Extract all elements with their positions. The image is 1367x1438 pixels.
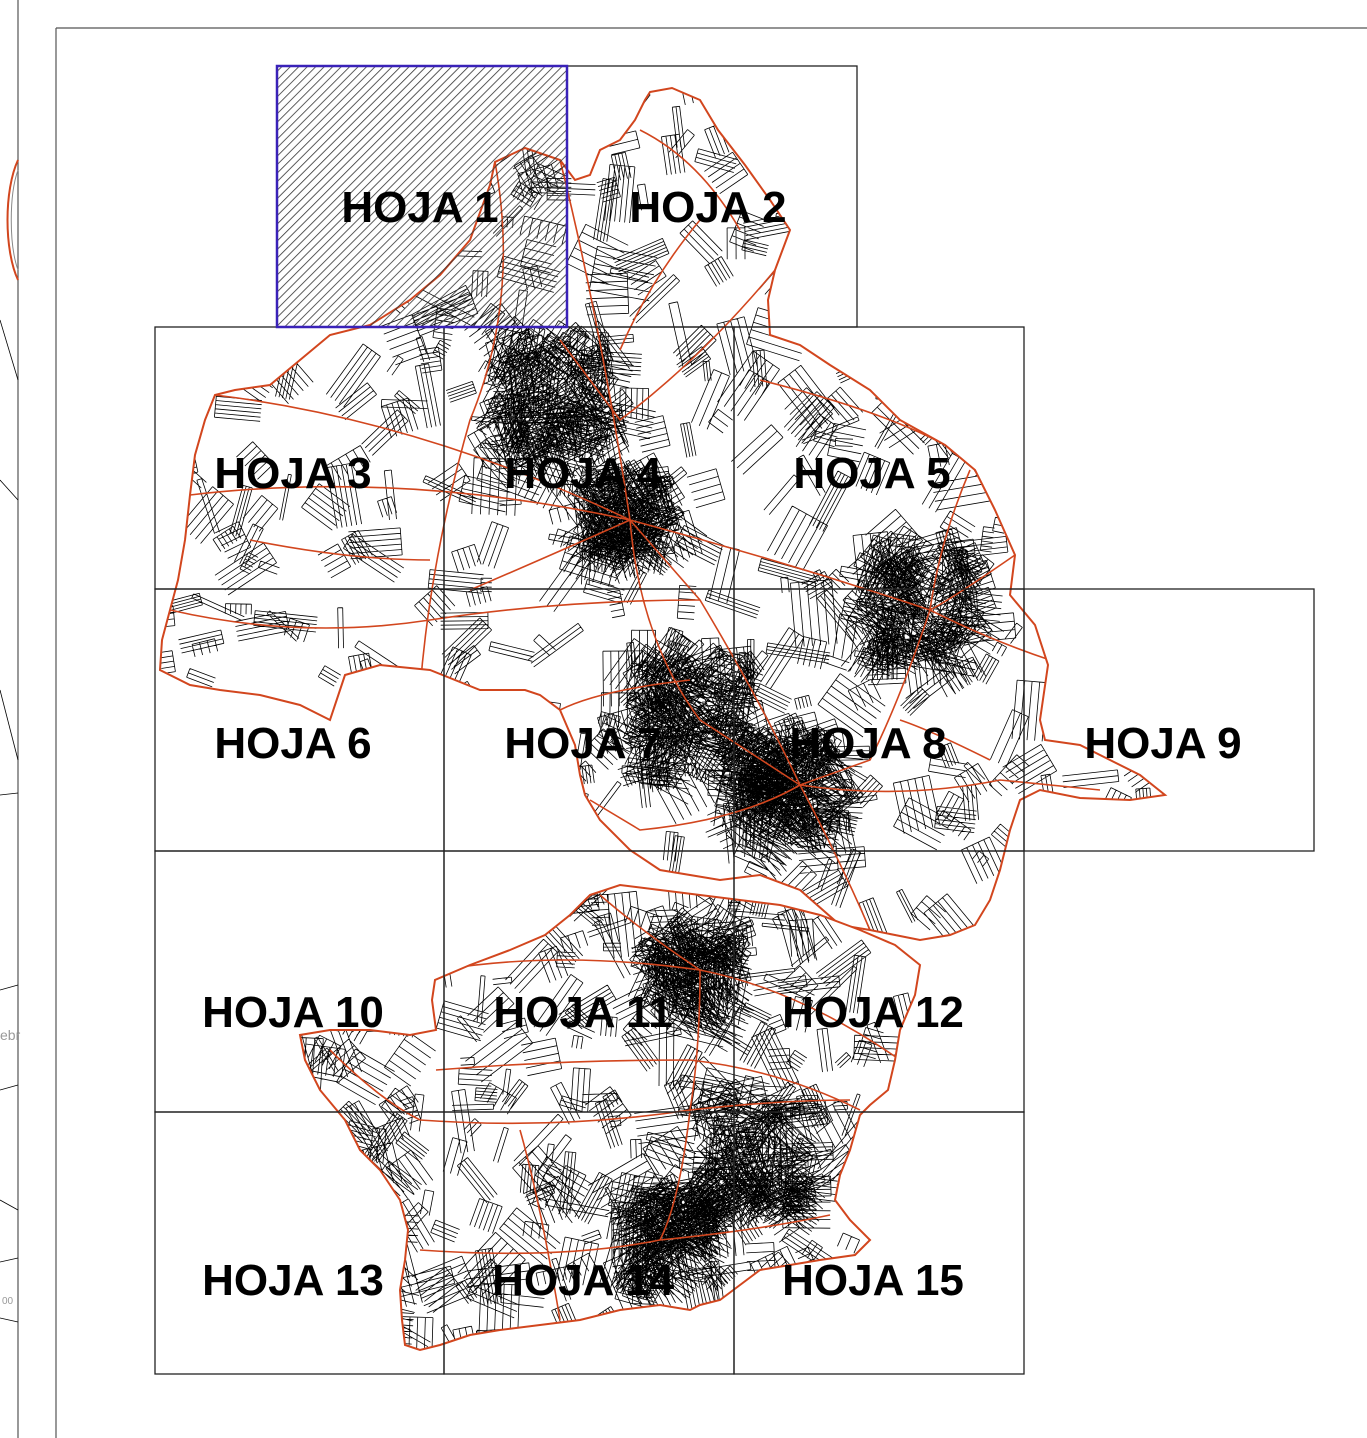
sheet-grid xyxy=(154,65,1315,1375)
adjacent-drawing-fragment: ebr 00 xyxy=(0,159,21,1323)
sheet-label-2[interactable]: HOJA 2 xyxy=(629,183,786,232)
sheet-labels: HOJA 1 HOJA 2 HOJA 3 HOJA 4 HOJA 5 HOJA … xyxy=(202,183,1242,1305)
sheet-label-1[interactable]: HOJA 1 xyxy=(341,183,498,232)
sheet-label-14[interactable]: HOJA 14 xyxy=(492,1256,674,1305)
sheet-label-6[interactable]: HOJA 6 xyxy=(214,719,371,768)
selected-sheet-highlight[interactable] xyxy=(275,64,569,329)
sheet-label-11[interactable]: HOJA 11 xyxy=(493,988,672,1037)
municipality-south-section xyxy=(298,883,922,1352)
sheet-label-4[interactable]: HOJA 4 xyxy=(504,449,662,498)
sheet-label-8[interactable]: HOJA 8 xyxy=(789,719,946,768)
sheet-label-5[interactable]: HOJA 5 xyxy=(793,449,950,498)
sheet-frame-15[interactable] xyxy=(733,1111,1025,1375)
sheet-label-12[interactable]: HOJA 12 xyxy=(782,988,964,1037)
sheet-label-10[interactable]: HOJA 10 xyxy=(202,988,384,1037)
sheet-label-9[interactable]: HOJA 9 xyxy=(1084,719,1241,768)
edge-text-fragment: ebr xyxy=(0,1027,21,1043)
edge-text-fragment: 00 xyxy=(2,1296,14,1307)
sheet-label-13[interactable]: HOJA 13 xyxy=(202,1256,384,1305)
drawing-frame xyxy=(17,0,1367,1438)
sheet-label-15[interactable]: HOJA 15 xyxy=(782,1256,964,1305)
sheet-frame-9[interactable] xyxy=(1023,588,1315,852)
sheet-label-7[interactable]: HOJA 7 xyxy=(504,719,661,768)
sheet-label-3[interactable]: HOJA 3 xyxy=(214,449,371,498)
